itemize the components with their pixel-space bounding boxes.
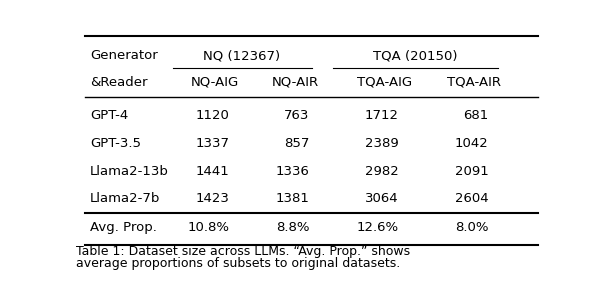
- Text: 8.0%: 8.0%: [455, 221, 488, 234]
- Text: average proportions of subsets to original datasets.: average proportions of subsets to origin…: [76, 257, 400, 270]
- Text: Llama2-13b: Llama2-13b: [90, 165, 169, 178]
- Text: 1712: 1712: [365, 109, 399, 122]
- Text: 763: 763: [284, 109, 309, 122]
- Text: TQA-AIG: TQA-AIG: [357, 76, 412, 89]
- Text: 1337: 1337: [195, 137, 229, 150]
- Text: Llama2-7b: Llama2-7b: [90, 192, 161, 206]
- Text: 2091: 2091: [455, 165, 488, 178]
- Text: NQ-AIR: NQ-AIR: [272, 76, 319, 89]
- Text: Generator: Generator: [90, 49, 158, 62]
- Text: 1120: 1120: [195, 109, 229, 122]
- Text: 2389: 2389: [365, 137, 399, 150]
- Text: GPT-3.5: GPT-3.5: [90, 137, 141, 150]
- Text: 3064: 3064: [365, 192, 399, 206]
- Text: Avg. Prop.: Avg. Prop.: [90, 221, 157, 234]
- Text: 10.8%: 10.8%: [187, 221, 229, 234]
- Text: 1441: 1441: [195, 165, 229, 178]
- Text: TQA-AIR: TQA-AIR: [447, 76, 501, 89]
- Text: Table 1: Dataset size across LLMs. “Avg. Prop.” shows: Table 1: Dataset size across LLMs. “Avg.…: [76, 245, 410, 258]
- Text: NQ-AIG: NQ-AIG: [191, 76, 239, 89]
- Text: 8.8%: 8.8%: [276, 221, 309, 234]
- Text: 681: 681: [463, 109, 488, 122]
- Text: GPT-4: GPT-4: [90, 109, 128, 122]
- Text: 1423: 1423: [195, 192, 229, 206]
- Text: &Reader: &Reader: [90, 76, 148, 89]
- Text: 1336: 1336: [275, 165, 309, 178]
- Text: 2982: 2982: [365, 165, 399, 178]
- Text: 1042: 1042: [455, 137, 488, 150]
- Text: TQA (20150): TQA (20150): [373, 49, 457, 62]
- Text: 2604: 2604: [455, 192, 488, 206]
- Text: 1381: 1381: [275, 192, 309, 206]
- Text: NQ (12367): NQ (12367): [203, 49, 280, 62]
- Text: 12.6%: 12.6%: [357, 221, 399, 234]
- Text: 857: 857: [284, 137, 309, 150]
